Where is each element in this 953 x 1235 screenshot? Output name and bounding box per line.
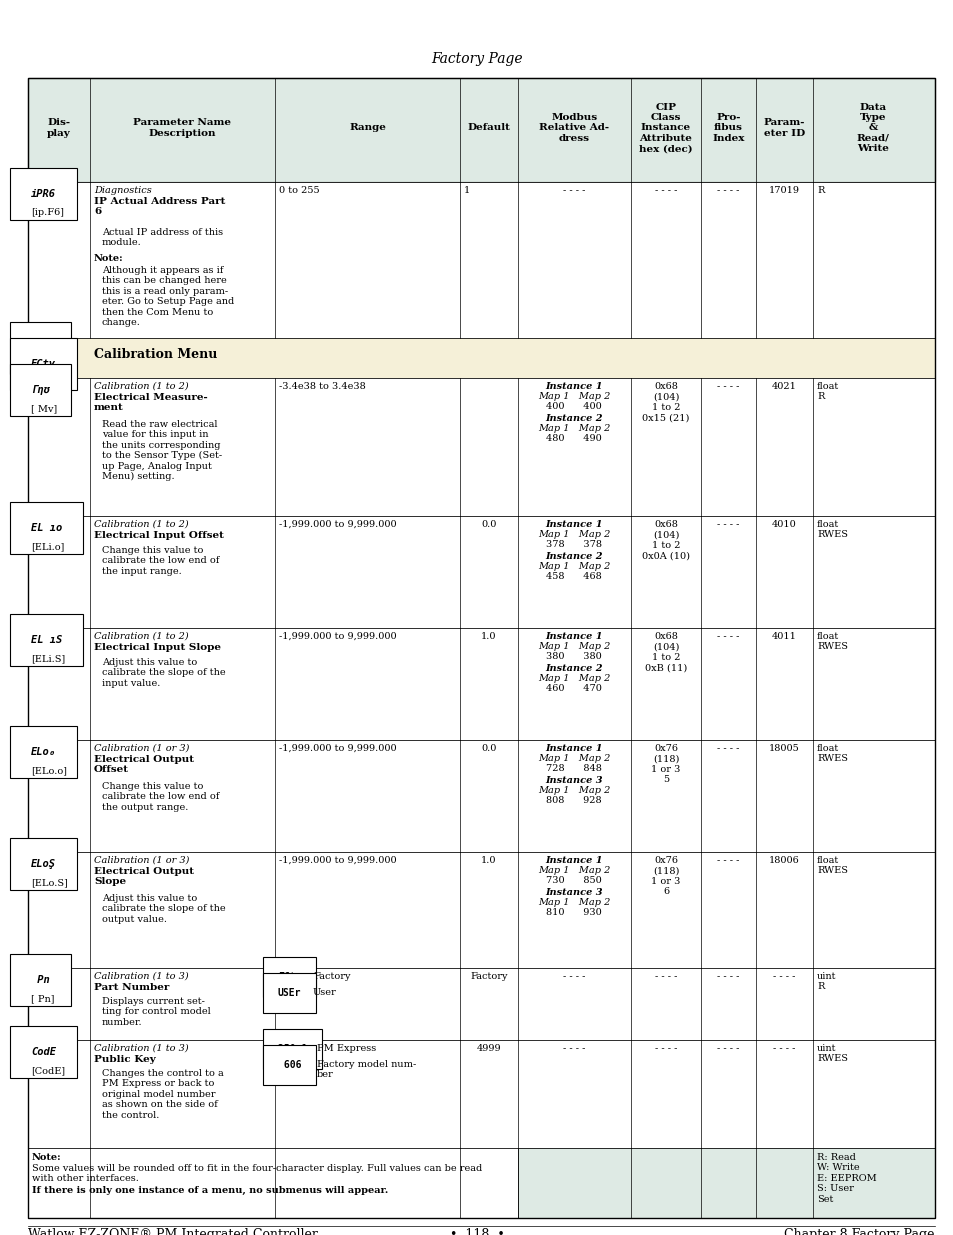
Bar — [28, 629, 934, 740]
Text: CAL: CAL — [30, 343, 50, 353]
Bar — [28, 516, 934, 629]
Text: iPR6: iPR6 — [30, 189, 56, 199]
Text: 18005: 18005 — [768, 743, 799, 753]
Text: 250 1: 250 1 — [277, 1044, 307, 1053]
Text: CodE: CodE — [30, 1047, 56, 1057]
Text: - - - -: - - - - — [562, 1044, 584, 1053]
Text: Instance 2: Instance 2 — [545, 552, 602, 561]
Text: -3.4e38 to 3.4e38: -3.4e38 to 3.4e38 — [278, 382, 365, 391]
Text: 728      848: 728 848 — [545, 764, 601, 773]
Text: Map 1   Map 2: Map 1 Map 2 — [537, 391, 610, 401]
Text: Read the raw electrical
value for this input in
the units corresponding
to the S: Read the raw electrical value for this i… — [102, 420, 222, 482]
Text: 810      930: 810 930 — [545, 908, 601, 918]
Text: Change this value to
calibrate the low end of
the input range.: Change this value to calibrate the low e… — [102, 546, 219, 576]
Bar — [28, 338, 934, 378]
Text: CIP
Class
Instance
Attribute
hex (dec): CIP Class Instance Attribute hex (dec) — [639, 103, 692, 153]
Bar — [28, 78, 934, 182]
Text: Default: Default — [467, 124, 510, 132]
Text: 380      380: 380 380 — [545, 652, 601, 661]
Text: Electrical Output
Slope: Electrical Output Slope — [94, 867, 193, 887]
Text: -1,999.000 to 9,999.000: -1,999.000 to 9,999.000 — [278, 632, 396, 641]
Text: Factory model num-
ber: Factory model num- ber — [316, 1060, 416, 1079]
Text: Watlow EZ-ZONE® PM Integrated Controller: Watlow EZ-ZONE® PM Integrated Controller — [28, 1228, 317, 1235]
Text: [ELi.o]: [ELi.o] — [30, 542, 64, 551]
Text: Public Key: Public Key — [94, 1055, 155, 1065]
Text: [ELi.S]: [ELi.S] — [30, 655, 65, 663]
Text: - - - -: - - - - — [562, 972, 584, 981]
Text: Instance 1: Instance 1 — [545, 382, 602, 391]
Text: Modbus
Relative Ad-
dress: Modbus Relative Ad- dress — [538, 114, 609, 143]
Text: Diagnostics: Diagnostics — [94, 186, 152, 195]
Text: Electrical Measure-
ment: Electrical Measure- ment — [94, 393, 208, 412]
Text: Electrical Output
Offset: Electrical Output Offset — [94, 755, 193, 774]
Text: [ELo.S]: [ELo.S] — [30, 878, 68, 887]
Text: ELo₀: ELo₀ — [30, 747, 56, 757]
Text: 4021: 4021 — [771, 382, 796, 391]
Text: Adjust this value to
calibrate the slope of the
output value.: Adjust this value to calibrate the slope… — [102, 894, 226, 924]
Text: USEr: USEr — [277, 988, 301, 998]
Text: Dis-
play: Dis- play — [47, 119, 71, 137]
Text: - - - -: - - - - — [716, 382, 739, 391]
Text: Map 1   Map 2: Map 1 Map 2 — [537, 898, 610, 906]
Text: Factory: Factory — [470, 972, 507, 981]
Text: float
RWES: float RWES — [816, 632, 847, 651]
Text: Factory: Factory — [313, 972, 350, 981]
Text: Chapter 8 Factory Page: Chapter 8 Factory Page — [783, 1228, 934, 1235]
Text: Instance 1: Instance 1 — [545, 856, 602, 864]
Text: uint
RWES: uint RWES — [816, 1044, 847, 1063]
Text: [CodE]: [CodE] — [30, 1066, 65, 1074]
Text: Pn: Pn — [30, 974, 50, 986]
Text: - - - -: - - - - — [772, 972, 795, 981]
Text: Instance 1: Instance 1 — [545, 520, 602, 529]
Text: Note:: Note: — [94, 254, 124, 263]
Text: Pro-
fibus
Index: Pro- fibus Index — [712, 114, 744, 143]
Text: Calibration (1 to 2): Calibration (1 to 2) — [94, 632, 189, 641]
Text: Parameter Name
Description: Parameter Name Description — [133, 119, 232, 137]
Text: Instance 2: Instance 2 — [545, 414, 602, 424]
Text: [ Mv]: [ Mv] — [30, 404, 57, 412]
Text: - - - -: - - - - — [654, 1044, 677, 1053]
Text: Map 1   Map 2: Map 1 Map 2 — [537, 642, 610, 651]
Text: - - - -: - - - - — [716, 856, 739, 864]
Text: 0x76
(118)
1 or 3
5: 0x76 (118) 1 or 3 5 — [651, 743, 680, 784]
Text: - - - -: - - - - — [562, 186, 584, 195]
Text: - - - -: - - - - — [654, 186, 677, 195]
Text: Map 1   Map 2: Map 1 Map 2 — [537, 562, 610, 571]
Text: Instance 3: Instance 3 — [545, 888, 602, 897]
Text: 0.0: 0.0 — [481, 520, 497, 529]
Text: Map 1   Map 2: Map 1 Map 2 — [537, 674, 610, 683]
Text: 460      470: 460 470 — [545, 684, 601, 693]
Text: 0x68
(104)
1 to 2
0x0A (10): 0x68 (104) 1 to 2 0x0A (10) — [641, 520, 689, 561]
Text: Factory Page: Factory Page — [431, 52, 522, 65]
Text: EL ıS: EL ıS — [30, 635, 62, 645]
Text: Map 1   Map 2: Map 1 Map 2 — [537, 866, 610, 876]
Text: Adjust this value to
calibrate the slope of the
input value.: Adjust this value to calibrate the slope… — [102, 658, 226, 688]
Text: [ip.F6]: [ip.F6] — [30, 207, 64, 217]
Text: 808      928: 808 928 — [546, 797, 601, 805]
Text: - - - -: - - - - — [716, 743, 739, 753]
Text: float
RWES: float RWES — [816, 520, 847, 540]
Text: [ Pn]: [ Pn] — [30, 994, 54, 1003]
Text: Calibration (1 to 3): Calibration (1 to 3) — [94, 972, 189, 981]
Text: Instance 1: Instance 1 — [545, 632, 602, 641]
Bar — [517, 1149, 934, 1218]
Text: Map 1   Map 2: Map 1 Map 2 — [537, 785, 610, 795]
Text: IP Actual Address Part
6: IP Actual Address Part 6 — [94, 198, 225, 216]
Text: Data
Type
&
Read/
Write: Data Type & Read/ Write — [856, 103, 888, 153]
Text: 458      468: 458 468 — [545, 572, 601, 580]
Text: float
R: float R — [816, 382, 839, 401]
Text: 606: 606 — [277, 1060, 301, 1070]
Text: Instance 1: Instance 1 — [545, 743, 602, 753]
Text: 17019: 17019 — [768, 186, 799, 195]
Text: Map 1   Map 2: Map 1 Map 2 — [537, 530, 610, 538]
Text: Part Number: Part Number — [94, 983, 170, 992]
Text: Electrical Input Slope: Electrical Input Slope — [94, 643, 221, 652]
Bar — [28, 1149, 934, 1218]
Text: FCtу: FCtу — [277, 972, 301, 982]
Bar — [28, 1040, 934, 1149]
Text: 1: 1 — [463, 186, 470, 195]
Text: -1,999.000 to 9,999.000: -1,999.000 to 9,999.000 — [278, 743, 396, 753]
Text: float
RWES: float RWES — [816, 743, 847, 763]
Text: PM Express: PM Express — [316, 1044, 375, 1053]
Text: Calibration (1 to 3): Calibration (1 to 3) — [94, 1044, 189, 1053]
